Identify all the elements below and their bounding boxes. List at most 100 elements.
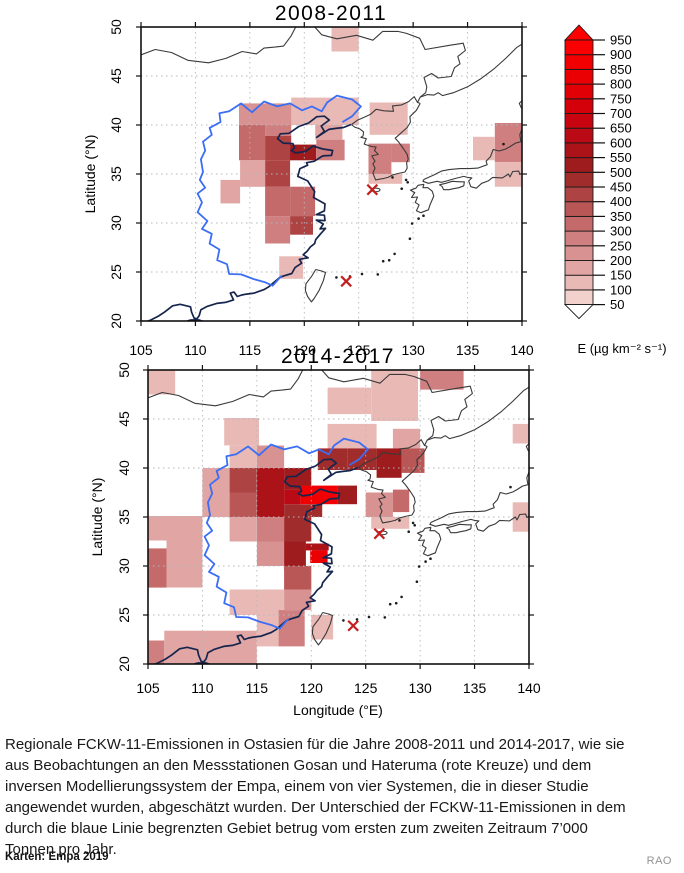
figure-caption: Regionale FCKW-11-Emissionen in Ostasien… (5, 736, 626, 858)
emission-cell (265, 160, 291, 187)
y-tick-label: 30 (116, 558, 132, 574)
emission-cell (368, 143, 392, 174)
emission-cell (420, 370, 464, 390)
colorbar-level-label: 300 (610, 224, 632, 239)
emission-cell (148, 516, 203, 541)
emission-cell (256, 517, 285, 542)
colorbar-segment (564, 157, 594, 173)
colorbar-segment (564, 260, 594, 276)
korea-border (358, 439, 428, 468)
x-tick-label: 130 (401, 342, 425, 358)
map1-title: 2008-2011 (274, 2, 388, 25)
station-cross (366, 183, 379, 196)
colorbar-level-label: 400 (610, 194, 632, 209)
emission-cell (401, 448, 425, 473)
colorbar-title: E (µg km⁻² s⁻¹) (577, 341, 667, 356)
emission-cell (265, 186, 291, 217)
emission-cell (347, 448, 377, 470)
emission-cell (512, 423, 529, 444)
source-credit: Karten: Empa 2019 (5, 851, 109, 863)
colorbar-level-label: 500 (610, 165, 632, 180)
colorbar-level-label: 550 (610, 150, 632, 165)
island-dot (417, 565, 421, 568)
island-dot (376, 273, 380, 276)
emission-cell (315, 125, 343, 140)
taiwan-coastline (304, 268, 327, 303)
island-dot (415, 580, 419, 583)
island-dot (407, 530, 411, 533)
y-tick-label: 50 (116, 362, 132, 378)
colorbar-segment (564, 113, 594, 129)
emission-cell (265, 125, 292, 136)
island-dot (422, 214, 425, 217)
colorbar-level-label: 350 (610, 209, 632, 224)
island-dot (367, 615, 371, 619)
colorbar-level-label: 250 (610, 238, 632, 253)
island-dot (408, 237, 412, 240)
island-dot (424, 560, 427, 563)
colorbar-under-arrow (563, 304, 595, 320)
colorbar-segment (564, 245, 594, 261)
emission-cell (224, 418, 259, 446)
map2-ylabel: Latitude (°N) (89, 477, 105, 557)
emission-cell (164, 630, 257, 664)
emission-cell (291, 97, 359, 125)
colorbar-level-label: 650 (610, 121, 632, 136)
y-tick-label: 30 (108, 215, 124, 231)
y-tick-label: 50 (108, 19, 124, 35)
island-dot (400, 595, 403, 599)
colorbar-over-arrow (563, 24, 595, 41)
emission-cell (284, 489, 301, 505)
emission-cell (166, 540, 203, 588)
station-cross (347, 620, 359, 632)
emission-cell (256, 610, 279, 647)
border-line (314, 27, 466, 103)
emission-cell (202, 468, 230, 517)
map-2 (143, 365, 534, 669)
x-tick-label: 105 (136, 680, 160, 696)
emission-cell (229, 445, 257, 468)
colorbar-segment (564, 201, 594, 217)
border-line (148, 370, 304, 407)
korea-border (351, 96, 421, 125)
emission-cell (290, 186, 316, 217)
emission-cell (369, 102, 408, 135)
colorbar-level-label: 950 (610, 33, 632, 48)
x-tick-label: 135 (462, 680, 487, 696)
map1-ylabel: Latitude (°N) (82, 134, 98, 214)
island-dot (335, 276, 338, 279)
colorbar-segment (564, 142, 594, 159)
emission-cell (284, 504, 323, 517)
island-dot (383, 616, 387, 619)
emission-cell (239, 125, 266, 161)
colorbar-segment (564, 289, 594, 306)
colorbar-segment (564, 171, 594, 188)
emission-cell (368, 174, 403, 184)
emission-cell (278, 610, 305, 647)
emission-cell (327, 387, 372, 415)
island-dot (355, 618, 359, 621)
region-boundary (203, 437, 369, 630)
x-tick-label: 130 (408, 680, 432, 696)
japan-coastline (446, 523, 472, 534)
emission-cell (284, 589, 312, 611)
colorbar-segment (564, 54, 594, 70)
watermark: RAO (646, 855, 672, 867)
y-tick-label: 40 (108, 117, 124, 133)
emission-cell (279, 256, 304, 279)
x-tick-label: 110 (191, 680, 214, 696)
colorbar-segment (564, 230, 594, 247)
colorbar-level-label: 200 (610, 253, 632, 268)
colorbar-level-label: 900 (610, 47, 632, 62)
emission-cell (229, 517, 257, 542)
colorbar-segment (564, 127, 594, 144)
coastline (427, 386, 529, 441)
map-1 (136, 22, 527, 326)
emission-cell (311, 615, 334, 640)
region-boundary (196, 94, 362, 287)
emission-cell (229, 492, 257, 517)
china-coastline (145, 115, 352, 321)
colorbar-level-label: 150 (610, 268, 632, 283)
island-dot (502, 142, 505, 146)
japan-coastline (422, 128, 522, 189)
